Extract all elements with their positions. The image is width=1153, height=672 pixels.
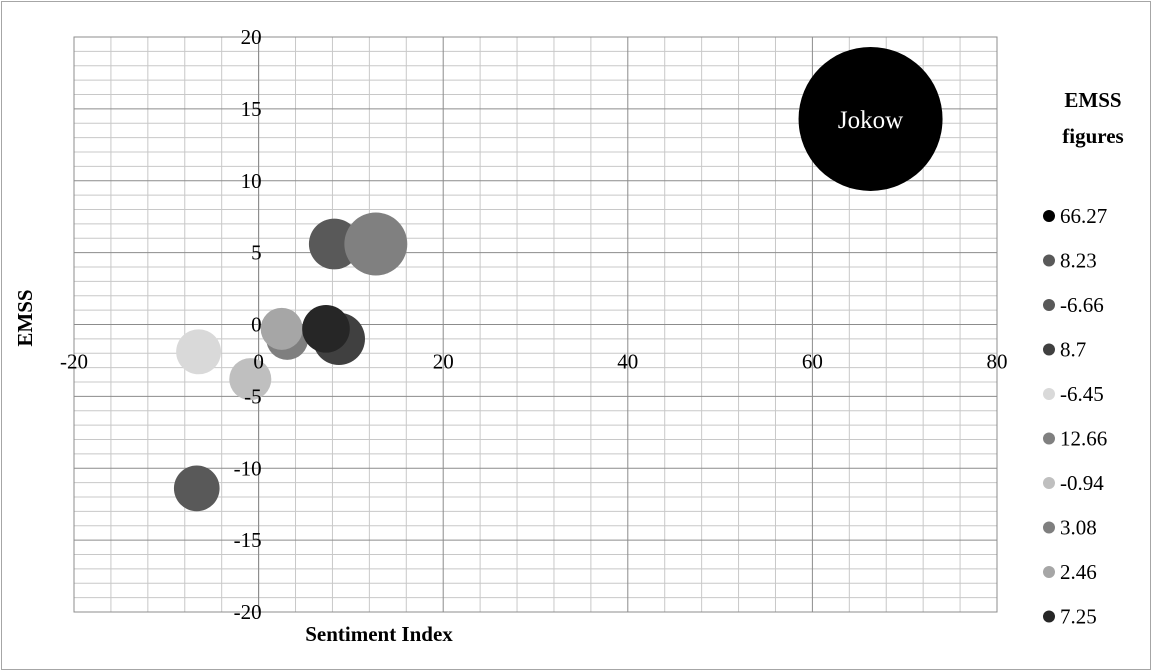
y-tick-label: -5 (244, 384, 262, 408)
y-tick-label: 10 (241, 169, 262, 193)
legend-items: 66.27 8.23 -6.66 8.7 -6.45 12.66 -0.94 3.08 2.46… (1043, 204, 1107, 629)
x-tick-label: 80 (987, 350, 1008, 374)
y-tick-label: -15 (234, 528, 262, 552)
legend-label: -0.94 (1060, 471, 1104, 495)
y-axis-title: EMSS (13, 289, 37, 346)
bubble (229, 358, 272, 401)
legend-marker (1043, 432, 1055, 445)
bubble (176, 329, 222, 375)
bubble (173, 465, 220, 512)
x-tick-label: 40 (617, 350, 638, 374)
x-tick-label: -20 (60, 350, 88, 374)
legend-label: 3.08 (1060, 516, 1097, 540)
legend-label: 12.66 (1060, 427, 1107, 451)
y-tick-label: 15 (241, 97, 262, 121)
legend-label: -6.66 (1060, 293, 1104, 317)
bubble-label: Jokow (838, 107, 903, 134)
legend-marker (1043, 254, 1055, 267)
bubbles: Jokow (173, 46, 943, 512)
legend-marker (1043, 610, 1055, 623)
y-tick-label: -10 (234, 456, 262, 480)
legend-marker (1043, 299, 1055, 311)
legend-title-line1: EMSS (1064, 88, 1121, 112)
bubble (302, 304, 350, 353)
tick-labels: -20 0 20 40 60 80 -20 -15 -10 -5 0 5 10 15 20 (60, 25, 1008, 624)
y-tick-label: -20 (234, 600, 262, 624)
legend-label: 66.27 (1060, 204, 1107, 228)
legend-label: 8.7 (1060, 338, 1086, 362)
legend-label: -6.45 (1060, 382, 1104, 406)
x-tick-label: 20 (433, 350, 454, 374)
legend-marker (1043, 566, 1055, 578)
legend-marker (1043, 210, 1055, 222)
legend-title-line2: figures (1062, 124, 1123, 148)
y-tick-label: 5 (251, 241, 262, 265)
x-tick-label: 60 (802, 350, 823, 374)
legend-label: 8.23 (1060, 249, 1097, 273)
bubble (260, 307, 303, 350)
legend-marker (1043, 388, 1055, 400)
axes (74, 37, 997, 612)
bubble (308, 218, 360, 270)
legend-marker (1043, 521, 1055, 534)
x-tick-label: 0 (253, 350, 264, 374)
legend-label: 2.46 (1060, 560, 1097, 584)
legend: EMSS figures 66.27 8.23 -6.66 8.7 -6.45 12.66… (1043, 88, 1124, 629)
bubble (798, 46, 943, 191)
y-tick-label: 0 (251, 313, 262, 337)
legend-label: 7.25 (1060, 605, 1097, 629)
x-axis-title: Sentiment Index (305, 622, 453, 646)
bubble (344, 212, 408, 276)
legend-marker (1043, 477, 1055, 489)
y-tick-label: 20 (241, 25, 262, 49)
legend-marker (1043, 343, 1055, 356)
